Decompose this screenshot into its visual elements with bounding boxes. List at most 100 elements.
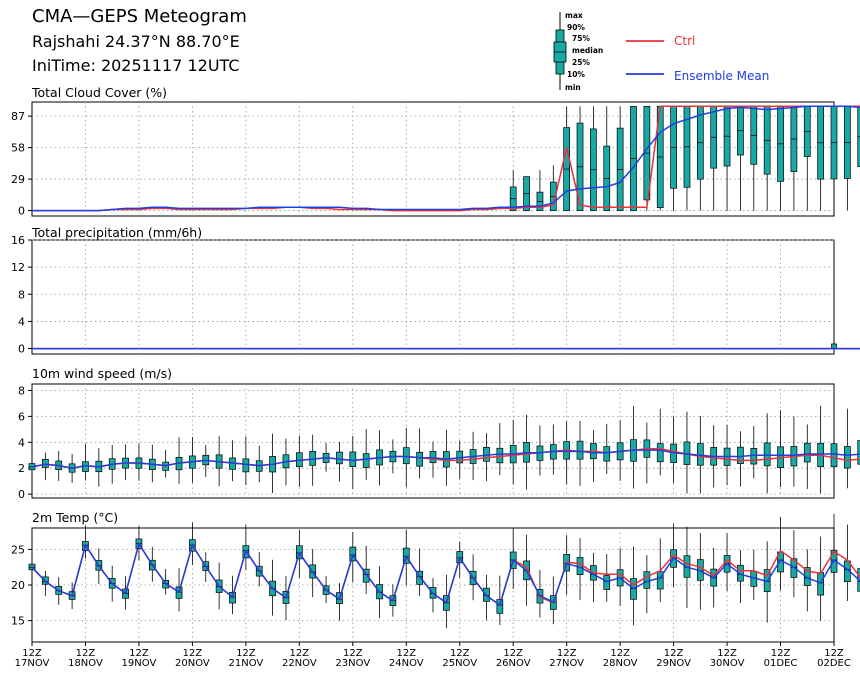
box [496, 599, 504, 614]
box [42, 458, 49, 468]
y-tick-label: 0 [18, 343, 25, 356]
x-tick-hour: 12Z [183, 648, 203, 659]
y-tick-label: 87 [11, 110, 25, 123]
y-tick-label: 2 [18, 462, 25, 475]
panel-title: 2m Temp (°C) [32, 510, 118, 525]
x-tick-hour: 12Z [129, 648, 149, 659]
legend-key-label: 10% [567, 70, 585, 79]
box [496, 447, 504, 464]
x-tick-date: 02DEC [817, 658, 851, 669]
x-tick-hour: 12Z [610, 648, 630, 659]
panel-title: 10m wind speed (m/s) [32, 366, 172, 381]
x-tick-hour: 12Z [396, 648, 416, 659]
x-tick-hour: 12Z [290, 648, 310, 659]
box [603, 575, 611, 590]
legend-key-label: min [565, 83, 581, 92]
box [483, 446, 490, 462]
x-tick-hour: 12Z [503, 648, 523, 659]
box [763, 442, 771, 467]
box [803, 567, 811, 586]
y-tick-label: 0 [18, 488, 25, 501]
y-tick-label: 8 [18, 384, 25, 397]
box [817, 572, 824, 596]
x-tick-date: 22NOV [282, 658, 317, 669]
ensemble-mean-line [32, 347, 860, 350]
box [349, 451, 357, 467]
legend-key-label: 90% [567, 23, 585, 32]
ensemble-mean-line [31, 449, 860, 469]
x-tick-date: 29NOV [656, 658, 691, 669]
box [737, 564, 744, 582]
x-tick-hour: 12Z [771, 648, 791, 659]
x-tick-hour: 12Z [664, 648, 684, 659]
legend-key-label: max [565, 11, 583, 20]
y-tick-label: 58 [11, 142, 25, 155]
x-tick-hour: 12Z [717, 648, 737, 659]
chart-title: CMA—GEPS Meteogram [32, 6, 247, 27]
x-tick-hour: 12Z [343, 648, 363, 659]
legend-ctrl-label: Ctrl [674, 34, 695, 48]
x-tick-date: 17NOV [15, 658, 50, 669]
x-tick-date: 01DEC [764, 658, 798, 669]
y-tick-label: 8 [18, 288, 25, 301]
y-tick-label: 6 [18, 410, 25, 423]
x-tick-hour: 12Z [450, 648, 470, 659]
x-tick-date: 26NOV [496, 658, 531, 669]
y-tick-label: 0 [18, 205, 25, 218]
box [362, 568, 370, 583]
box [603, 446, 611, 462]
ensemble-mean-line [31, 541, 860, 607]
x-tick-date: 20NOV [175, 658, 210, 669]
ctrl-line [32, 347, 860, 350]
legend-mean-label: Ensemble Mean [674, 69, 769, 83]
box [416, 570, 423, 585]
box [803, 442, 811, 463]
x-tick-date: 27NOV [549, 658, 584, 669]
ensemble-mean-line [32, 105, 860, 212]
legend-key-label: 25% [572, 58, 590, 67]
legend-key-label: median [572, 46, 603, 55]
box [336, 451, 343, 465]
y-tick-label: 4 [18, 436, 25, 449]
box [416, 451, 423, 467]
panel-title: Total precipitation (mm/6h) [31, 225, 202, 240]
y-tick-label: 25 [11, 543, 25, 556]
y-tick-label: 16 [11, 234, 25, 247]
x-tick-date: 19NOV [122, 658, 157, 669]
panel-frame [31, 239, 835, 355]
panel-title: Total Cloud Cover (%) [31, 85, 167, 100]
x-tick-date: 24NOV [389, 658, 424, 669]
x-tick-date: 30NOV [710, 658, 745, 669]
x-tick-date: 25NOV [442, 658, 477, 669]
box [844, 446, 851, 469]
box [402, 447, 410, 465]
location-label: Rajshahi 24.37°N 88.70°E [32, 32, 240, 51]
box [362, 453, 370, 468]
x-tick-date: 21NOV [228, 658, 263, 669]
box [643, 571, 651, 589]
ctrl-line [32, 105, 860, 212]
y-tick-label: 4 [18, 315, 25, 328]
x-tick-date: 23NOV [335, 658, 370, 669]
x-tick-hour: 12Z [824, 648, 844, 659]
x-tick-date: 28NOV [603, 658, 638, 669]
box [737, 446, 744, 465]
init-time-label: IniTime: 20251117 12UTC [32, 56, 240, 75]
box [857, 440, 860, 465]
box [656, 571, 664, 590]
box [830, 443, 838, 468]
y-tick-label: 12 [11, 261, 25, 274]
x-tick-hour: 12Z [236, 648, 256, 659]
y-tick-label: 15 [11, 615, 25, 628]
x-tick-hour: 12Z [76, 648, 96, 659]
box [656, 443, 664, 463]
legend-key-label: 75% [572, 34, 590, 43]
y-tick-label: 29 [11, 173, 25, 186]
y-tick-label: 20 [11, 579, 25, 592]
box [242, 458, 250, 473]
x-tick-hour: 12Z [557, 648, 577, 659]
box [576, 440, 584, 460]
x-tick-hour: 12Z [22, 648, 42, 659]
x-tick-date: 18NOV [68, 658, 103, 669]
